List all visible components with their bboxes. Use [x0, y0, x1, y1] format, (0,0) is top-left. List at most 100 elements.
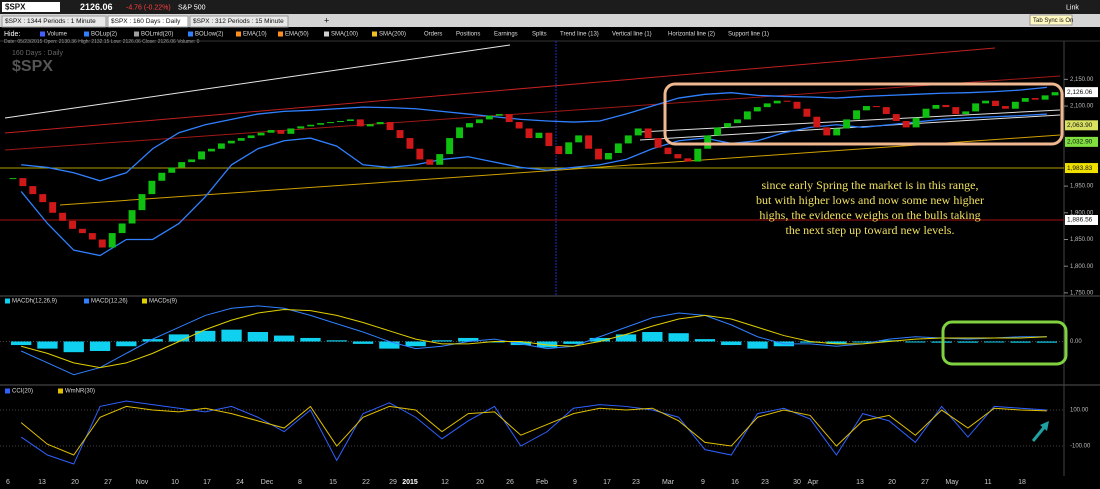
- y-tick-label: -100.00: [1070, 444, 1091, 450]
- candle: [823, 127, 831, 136]
- x-tick-label: 18: [1018, 479, 1026, 486]
- candle: [257, 132, 265, 136]
- candle: [346, 119, 354, 121]
- price-tag-label: 2,032.90: [1067, 139, 1093, 146]
- x-tick-label: 20: [476, 479, 484, 486]
- histogram-bar: [379, 341, 400, 349]
- annotation: but with higher lows and now some new hi…: [756, 193, 984, 207]
- y-tick-label: 1,750.00: [1070, 290, 1094, 296]
- candle: [525, 128, 533, 139]
- candle: [118, 223, 126, 234]
- legend-swatch: [324, 31, 329, 37]
- x-tick-label: 8: [298, 479, 302, 486]
- x-tick-label: 15: [329, 479, 337, 486]
- candle: [724, 123, 731, 128]
- x-tick-label: 22: [362, 479, 370, 486]
- candle: [39, 194, 47, 203]
- symbol-box[interactable]: [2, 2, 60, 12]
- legend-item: Horizontal line (2): [668, 32, 715, 38]
- chart-subtitle: 160 Days : Daily: [12, 50, 63, 57]
- histogram-bar: [694, 339, 716, 342]
- histogram-bar: [1036, 341, 1057, 343]
- legend-item: MACDs(9): [149, 299, 177, 305]
- x-tick-label: 9: [701, 479, 705, 486]
- candle: [892, 114, 900, 121]
- x-tick-label: 13: [38, 479, 46, 486]
- macd-highlight: [941, 320, 1068, 366]
- annotation: highs, the evidence weighs on the bulls …: [759, 208, 980, 222]
- candle: [88, 233, 96, 240]
- histogram-bar: [957, 341, 979, 343]
- y-tick-label: 1,900.00: [1070, 210, 1094, 216]
- x-tick-label: 17: [203, 479, 211, 486]
- candle: [396, 130, 404, 139]
- y-tick-label: 0.00: [1070, 339, 1082, 345]
- trend-line: [59, 134, 1061, 206]
- tab-sync-box[interactable]: [1029, 14, 1073, 26]
- candle: [128, 210, 136, 224]
- histogram-bar: [11, 341, 32, 346]
- candle: [753, 107, 761, 112]
- histogram-bar: [537, 341, 558, 348]
- legend-swatch: [5, 298, 10, 304]
- histogram-bar: [116, 341, 137, 347]
- candle: [1021, 98, 1029, 102]
- candle: [932, 104, 940, 109]
- candle: [69, 220, 76, 229]
- histogram-bar: [721, 341, 742, 346]
- candle: [386, 122, 394, 131]
- tab-sync: Tab Sync is On: [1033, 18, 1073, 24]
- legend-swatch: [5, 388, 10, 394]
- legend-swatch: [84, 298, 89, 304]
- candle: [217, 143, 225, 149]
- tab[interactable]: [1, 15, 107, 28]
- histogram-bar: [747, 341, 768, 349]
- price-tag-label: 2,126.06: [1067, 89, 1093, 96]
- histogram-bar: [274, 335, 295, 342]
- candle: [872, 106, 880, 108]
- indicator-line: [20, 305, 1047, 376]
- legend-item: CCI(20): [12, 389, 33, 395]
- candle: [803, 108, 811, 117]
- candle: [604, 153, 612, 160]
- candle: [475, 119, 483, 124]
- candle: [624, 135, 632, 144]
- candle: [674, 154, 682, 159]
- tab[interactable]: [107, 15, 189, 28]
- candle: [843, 119, 851, 129]
- candle: [902, 120, 910, 128]
- link-button[interactable]: Link: [1066, 4, 1079, 11]
- candle: [545, 132, 553, 147]
- candle: [853, 110, 861, 120]
- candle: [733, 119, 741, 124]
- candle: [664, 147, 672, 155]
- histogram-bar: [326, 340, 347, 342]
- legend-bar: [0, 27, 1100, 40]
- x-tick-label: 16: [731, 479, 739, 486]
- candle: [922, 108, 930, 118]
- legend-item: Support line (1): [728, 32, 769, 38]
- candle: [863, 106, 870, 111]
- x-tick-label: 2015: [402, 479, 418, 486]
- histogram-bar: [168, 334, 190, 342]
- legend-item: BOLlow(2): [195, 32, 223, 38]
- x-tick-label: 23: [632, 479, 640, 486]
- candle: [763, 103, 771, 108]
- candle: [535, 132, 543, 139]
- legend-swatch: [142, 298, 147, 304]
- legend-hide: Hide:: [4, 31, 20, 38]
- tab[interactable]: [189, 15, 289, 28]
- legend-swatch: [134, 31, 139, 37]
- legend-item: Orders: [424, 32, 442, 38]
- y-tick-label: 1,950.00: [1070, 184, 1094, 190]
- histogram-bar: [668, 333, 689, 342]
- legend-item: MACD(12,26): [91, 299, 128, 305]
- candle: [9, 178, 17, 180]
- candle: [317, 123, 325, 125]
- x-tick-label: May: [945, 479, 959, 486]
- candle: [1051, 92, 1059, 96]
- price-tag-label: 2,063.90: [1067, 122, 1093, 129]
- x-tick-label: 6: [6, 479, 10, 486]
- x-tick-label: 11: [984, 479, 991, 486]
- y-tick-label: 2,100.00: [1070, 104, 1094, 110]
